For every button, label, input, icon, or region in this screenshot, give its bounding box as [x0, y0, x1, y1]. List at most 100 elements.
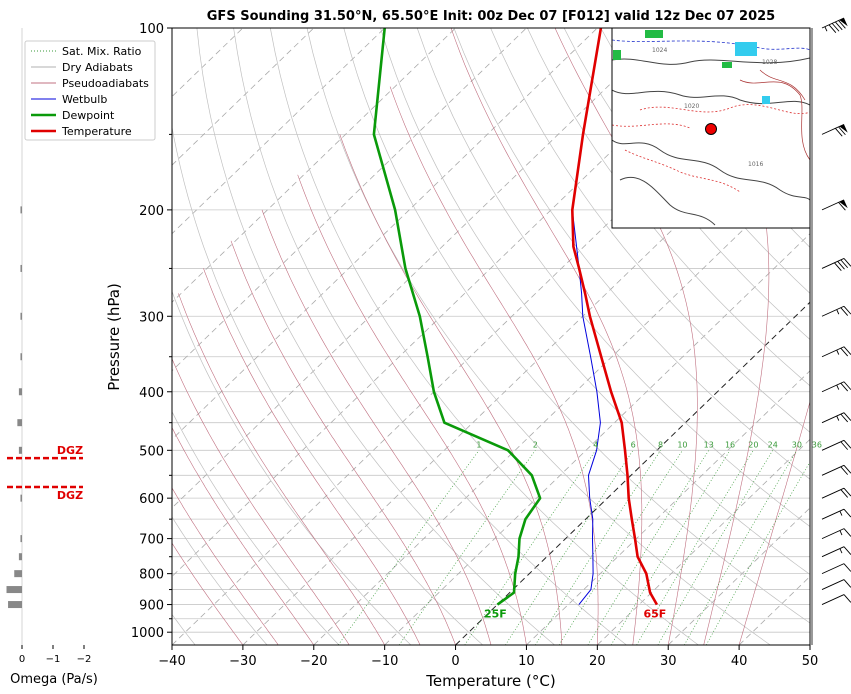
wind-barb: [821, 305, 851, 317]
mixing-ratio-label: 24: [768, 440, 778, 449]
mixing-ratio-label: 8: [658, 440, 663, 449]
x-tick-label: 20: [589, 654, 606, 669]
pseudoadiabat-line: [230, 240, 456, 645]
y-tick-label: 700: [139, 533, 164, 548]
chart-title: GFS Sounding 31.50°N, 65.50°E Init: 00z …: [207, 9, 775, 24]
coastline-2: [612, 89, 810, 106]
precip-patch-1: [645, 30, 663, 38]
mixing-ratio-label: 1: [476, 440, 481, 449]
barb-staff: [821, 563, 845, 575]
isotherm-line: [172, 28, 740, 578]
barb-full: [843, 487, 851, 497]
dewpoint-line: [372, 28, 542, 606]
omega-axis-label: Omega (Pa/s): [10, 672, 98, 687]
y-tick-label: 400: [139, 386, 164, 401]
isotherm-line: [172, 28, 598, 440]
y-tick-label: 500: [139, 444, 164, 459]
wind-barbs: [811, 17, 851, 645]
y-tick-label: 600: [139, 492, 164, 507]
wetbulb-line: [571, 28, 602, 605]
barb-full: [843, 579, 851, 588]
omega-bar: [8, 601, 22, 609]
barb-full: [843, 381, 851, 390]
inset-map-frame: [611, 27, 811, 229]
barb-half: [839, 530, 843, 536]
dry-adiabat-line: [416, 28, 810, 528]
dry-adiabat-line: [233, 28, 627, 645]
pseudoadiabat-line: [172, 542, 244, 645]
barb-full: [843, 594, 851, 603]
wind-barb: [821, 258, 851, 271]
barb-staff: [821, 17, 845, 29]
wind-barb: [821, 412, 851, 424]
omega-bar: [20, 206, 22, 214]
wind-barb: [821, 508, 851, 520]
omega-bar: [6, 586, 22, 594]
legend-box: [24, 40, 156, 141]
barb-full: [843, 563, 851, 572]
dry-adiabat-line: [172, 516, 268, 645]
isobar-cluster-2: [759, 69, 806, 101]
coastline-1: [612, 57, 810, 65]
x-tick-label: −30: [229, 654, 256, 669]
omega-bar: [18, 446, 22, 454]
barb-full: [843, 508, 851, 518]
omega-bar: [20, 494, 22, 502]
inset-map-content: 1020 1024 1016 1028: [612, 30, 810, 226]
barb-staff: [821, 305, 845, 317]
dry-adiabat-line: [172, 290, 412, 645]
barb-full: [843, 546, 851, 555]
barb-staff: [821, 346, 845, 358]
mixing-ratio-line: [657, 450, 774, 645]
mixing-ratio-label: 4: [593, 440, 598, 449]
barb-staff: [821, 464, 845, 476]
omega-tick-label-0: 0: [19, 654, 25, 665]
barb-full: [840, 307, 849, 316]
barb-flag: [839, 199, 848, 209]
precip-patch-3: [722, 62, 732, 68]
legend-entry-mix: Sat. Mix. Ratio: [62, 45, 142, 58]
isotherm-3: [612, 123, 691, 129]
barb-full: [843, 305, 851, 315]
legend-entry-dry: Dry Adiabats: [62, 61, 133, 74]
barb-full: [843, 465, 851, 474]
barb-full: [840, 413, 849, 423]
mixing-ratio-label: 20: [748, 440, 758, 449]
barb-full: [837, 261, 845, 270]
dry-adiabat-line: [196, 28, 555, 645]
barb-staff: [821, 528, 845, 540]
barb-staff: [821, 594, 845, 605]
dry-adiabat-line: [380, 28, 810, 575]
barb-full: [838, 126, 846, 136]
mixing-ratio-line: [636, 450, 754, 645]
dry-adiabat-line: [527, 28, 810, 387]
wind-barb: [821, 439, 851, 451]
barb-full: [840, 489, 849, 498]
barb-staff: [821, 258, 845, 269]
background-lines: [172, 28, 810, 645]
omega-bar: [20, 264, 22, 272]
y-tick-label: 1000: [131, 626, 164, 641]
wind-barb: [821, 563, 851, 575]
pseudoadiabat-line: [178, 293, 385, 645]
barb-flag: [839, 18, 848, 27]
omega-bar: [17, 419, 22, 427]
pseudoadiabat-line: [203, 268, 421, 645]
pseudoadiabat-line: [297, 174, 527, 645]
wind-barb: [821, 17, 848, 33]
x-tick-label: −10: [371, 654, 398, 669]
data-series: [372, 28, 659, 606]
mixing-ratio-line: [683, 450, 798, 645]
pseudoadiabat-line: [693, 28, 770, 645]
dry-adiabat-line: [172, 410, 340, 645]
barb-staff: [821, 579, 845, 590]
dgz-bottom-label: DGZ: [57, 489, 83, 502]
barb-full: [840, 347, 849, 357]
wind-barb: [821, 346, 851, 358]
barb-full: [835, 21, 843, 31]
barb-half: [836, 415, 840, 421]
barb-full: [840, 466, 849, 475]
x-tick-label: 0: [451, 654, 459, 669]
barb-half: [836, 349, 840, 355]
omega-bar: [14, 570, 22, 578]
